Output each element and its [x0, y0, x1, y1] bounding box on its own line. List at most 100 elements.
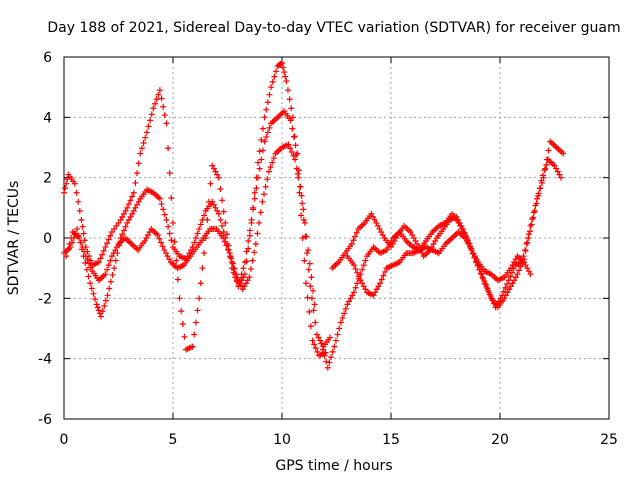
data-point-interp [104, 240, 111, 247]
data-point [95, 259, 102, 266]
data-point [239, 286, 246, 293]
data-point-interp [220, 208, 227, 215]
data-point-interp [179, 320, 186, 327]
data-point-interp [217, 216, 224, 223]
data-point [161, 247, 168, 254]
data-point-interp [120, 210, 127, 217]
data-point-interp [212, 168, 219, 175]
y-tick-label: -4 [38, 352, 52, 368]
data-point-interp [341, 310, 348, 317]
data-point-interp [192, 235, 199, 241]
data-point-interp [489, 296, 496, 303]
data-point [287, 117, 294, 124]
data-point-interp [290, 133, 297, 140]
data-point-interp [380, 272, 387, 279]
data-point-interp [250, 206, 257, 213]
data-point [357, 277, 364, 284]
chart-title: Day 188 of 2021, Sidereal Day-to-day VTE… [47, 20, 620, 36]
data-point [300, 216, 307, 223]
data-point-interp [66, 241, 73, 248]
data-point-interp [158, 201, 165, 208]
data-point [388, 244, 394, 251]
data-point-interp [543, 161, 550, 168]
data-point-interp [161, 211, 168, 218]
data-point-interp [84, 256, 91, 263]
data-point-interp [135, 198, 142, 205]
data-point-interp [192, 319, 199, 326]
data-point-interp [191, 331, 198, 338]
data-point [170, 219, 176, 226]
data-point [209, 162, 216, 169]
data-point-interp [458, 222, 465, 229]
data-point-interp [225, 246, 232, 253]
data-point-interp [171, 238, 178, 245]
data-point-interp [301, 219, 308, 226]
data-point [285, 141, 292, 148]
data-point-interp [119, 231, 126, 238]
data-point [104, 292, 111, 299]
data-point [337, 319, 344, 326]
data-point [414, 241, 421, 248]
data-point [124, 204, 131, 211]
data-point [344, 301, 351, 308]
data-point-interp [240, 274, 247, 281]
data-point-interp [352, 284, 359, 291]
data-point [296, 189, 303, 196]
data-point-interp [68, 235, 75, 241]
data-point-interp [107, 257, 114, 264]
data-point [246, 274, 253, 281]
data-point-interp [352, 265, 359, 272]
data-point-interp [110, 250, 117, 257]
data-point-interp [246, 232, 253, 239]
series-track-d [318, 138, 567, 371]
data-point [150, 105, 157, 112]
data-point-interp [199, 265, 206, 272]
data-point-interp [160, 103, 167, 110]
data-point [248, 216, 255, 223]
data-point-interp [258, 136, 265, 143]
data-point-interp [311, 341, 318, 348]
data-point [407, 228, 414, 235]
data-point-interp [298, 212, 305, 219]
data-point [156, 195, 163, 202]
data-point-interp [105, 262, 112, 269]
data-point-interp [174, 276, 181, 283]
data-point [507, 265, 514, 272]
data-point-interp [164, 253, 171, 260]
data-point-interp [97, 255, 104, 262]
data-point-interp [326, 359, 333, 366]
data-point [241, 259, 248, 266]
data-point [331, 343, 338, 350]
data-point-interp [79, 223, 86, 230]
data-point-interp [378, 228, 385, 235]
data-point-interp [113, 222, 120, 229]
data-point-interp [201, 250, 208, 257]
data-point-interp [282, 73, 289, 80]
data-point-interp [504, 289, 511, 296]
data-point-interp [332, 337, 339, 344]
data-point-interp [264, 99, 271, 106]
data-point-interp [134, 170, 141, 177]
data-point-interp [482, 281, 489, 288]
data-point [111, 265, 118, 272]
data-point-interp [75, 198, 82, 205]
data-point-interp [251, 189, 258, 196]
data-point-interp [223, 242, 230, 249]
data-point-interp [391, 238, 398, 245]
data-point-interp [246, 227, 253, 234]
data-point [311, 301, 318, 308]
x-tick-label: 0 [60, 432, 69, 448]
data-point-interp [523, 241, 530, 248]
data-point [222, 219, 229, 226]
data-point-interp [455, 216, 462, 223]
data-point [259, 198, 266, 205]
data-point-interp [101, 302, 108, 309]
data-point-interp [267, 164, 274, 171]
data-point-interp [280, 64, 287, 71]
data-point-interp [359, 280, 366, 287]
data-point-interp [484, 285, 491, 292]
data-point [368, 210, 375, 217]
data-point [326, 334, 333, 341]
data-point [209, 198, 216, 205]
data-point [505, 277, 512, 284]
